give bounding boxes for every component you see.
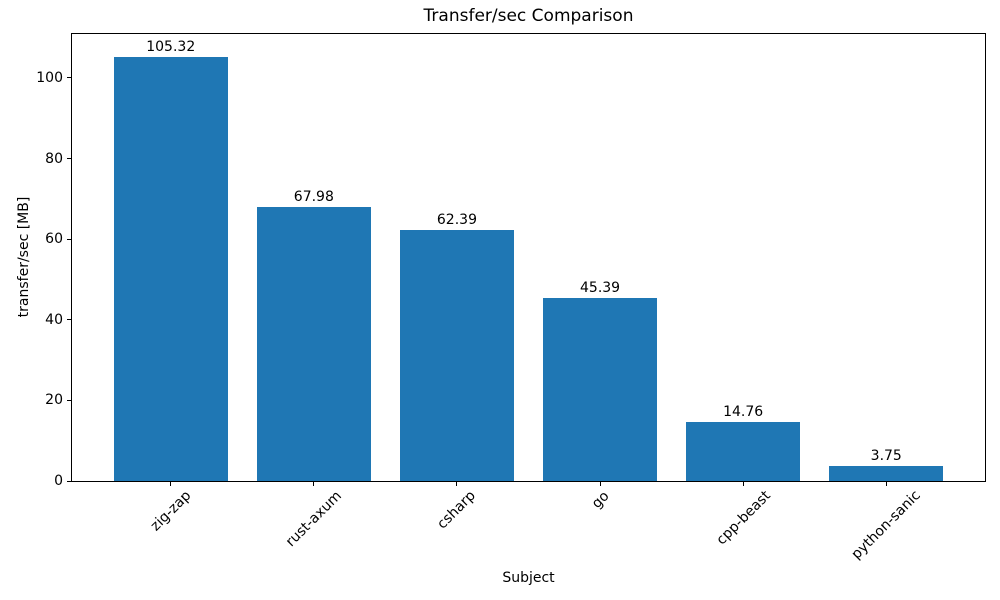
x-tick-label: python-sanic (848, 487, 925, 564)
x-axis-label: Subject (502, 570, 555, 586)
bar (113, 56, 228, 481)
y-tick-mark (67, 399, 72, 401)
y-tick-mark (67, 480, 72, 482)
y-tick-label: 80 (45, 150, 63, 167)
y-tick-mark (67, 319, 72, 321)
x-tick-label: go (588, 487, 613, 512)
plot-area: 0 20 40 60 80 100 105.32 zig-zap 67.98 rust-axum 6… (36, 33, 986, 563)
bar (542, 298, 658, 481)
y-axis-label: transfer/sec [MB] (16, 196, 32, 318)
x-tick-mark (742, 481, 744, 486)
bar-value-label: 67.98 (293, 189, 334, 205)
y-tick-mark (67, 158, 72, 160)
y-tick-mark (67, 238, 72, 240)
x-tick-label: rust-axum (282, 488, 345, 551)
y-tick-label: 20 (45, 392, 63, 409)
y-tick-mark (67, 77, 72, 79)
bar-value-label: 14.76 (723, 403, 764, 420)
y-tick-label: 40 (45, 311, 63, 328)
x-tick-label: cpp-beast (713, 487, 774, 549)
x-tick-mark (885, 481, 887, 486)
x-tick-mark (313, 481, 315, 486)
bar-value-label: 3.75 (870, 447, 902, 464)
bar (399, 229, 515, 481)
x-tick-label: csharp (434, 487, 480, 533)
bar-value-label: 62.39 (436, 211, 477, 228)
bar-value-label: 105.32 (146, 38, 196, 55)
bar (829, 465, 944, 481)
bar-value-label: 45.39 (580, 280, 621, 297)
bar (256, 207, 372, 481)
x-tick-mark (599, 481, 601, 486)
bar (685, 421, 801, 481)
x-tick-label: zig-zap (147, 487, 195, 535)
x-tick-mark (170, 481, 172, 486)
x-tick-mark (456, 481, 458, 486)
y-tick-label: 0 (54, 473, 63, 489)
y-tick-label: 100 (36, 69, 63, 86)
y-tick-label: 60 (45, 231, 63, 248)
chart-title: Transfer/sec Comparison (423, 6, 634, 26)
